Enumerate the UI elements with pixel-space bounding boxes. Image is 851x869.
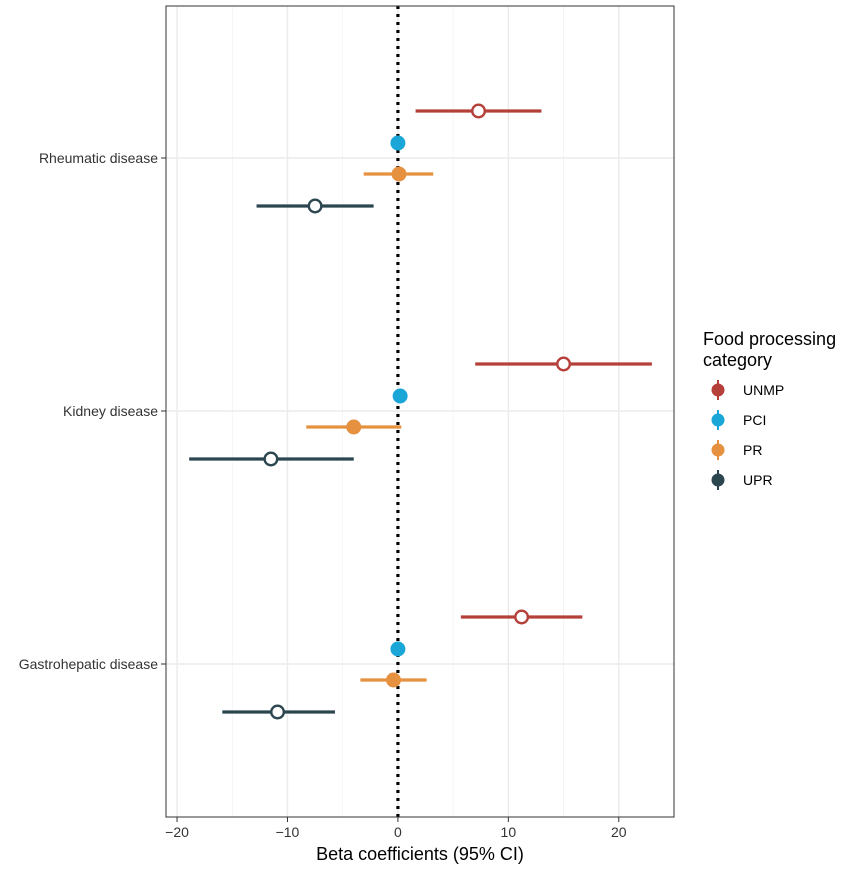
legend-title-line2: category (703, 350, 772, 370)
legend-key-dot (711, 413, 725, 427)
legend: Food processing category UNMP PCI PR UPR (703, 329, 836, 490)
legend-title-line1: Food processing (703, 329, 836, 349)
legend-key-unmp (711, 380, 725, 400)
data-marks (189, 103, 652, 720)
y-tick-label: Rheumatic disease (39, 150, 158, 166)
legend-key-pci (711, 410, 725, 430)
legend-label-pci: PCI (743, 412, 766, 428)
y-tick-label: Gastrohepatic disease (19, 656, 159, 672)
point-upr (263, 451, 279, 467)
x-tick-label: 20 (611, 824, 627, 840)
point-pci (390, 641, 406, 657)
legend-label-upr: UPR (743, 472, 773, 488)
y-axis: Rheumatic disease Kidney disease Gastrohep… (19, 150, 166, 672)
x-tick-label: 10 (501, 824, 517, 840)
legend-key-upr (711, 470, 725, 490)
point-pci (392, 388, 408, 404)
x-axis: −20 −10 0 10 20 (165, 817, 627, 840)
point-upr (307, 198, 323, 214)
point-pr (385, 672, 401, 688)
legend-key-dot (711, 443, 725, 457)
x-tick-label: −20 (165, 824, 189, 840)
legend-key-dot (711, 473, 725, 487)
point-pci (390, 135, 406, 151)
point-pr (346, 419, 362, 435)
major-gridlines (166, 6, 674, 817)
point-unmp (514, 609, 530, 625)
legend-label-pr: PR (743, 442, 762, 458)
legend-label-unmp: UNMP (743, 382, 784, 398)
point-pr (391, 166, 407, 182)
x-tick-label: −10 (276, 824, 300, 840)
point-unmp (471, 103, 487, 119)
legend-key-pr (711, 440, 725, 460)
x-axis-title: Beta coefficients (95% CI) (316, 844, 524, 864)
y-tick-label: Kidney disease (63, 403, 158, 419)
point-unmp (556, 356, 572, 372)
x-tick-label: 0 (394, 824, 402, 840)
point-upr (270, 704, 286, 720)
legend-key-dot (711, 383, 725, 397)
